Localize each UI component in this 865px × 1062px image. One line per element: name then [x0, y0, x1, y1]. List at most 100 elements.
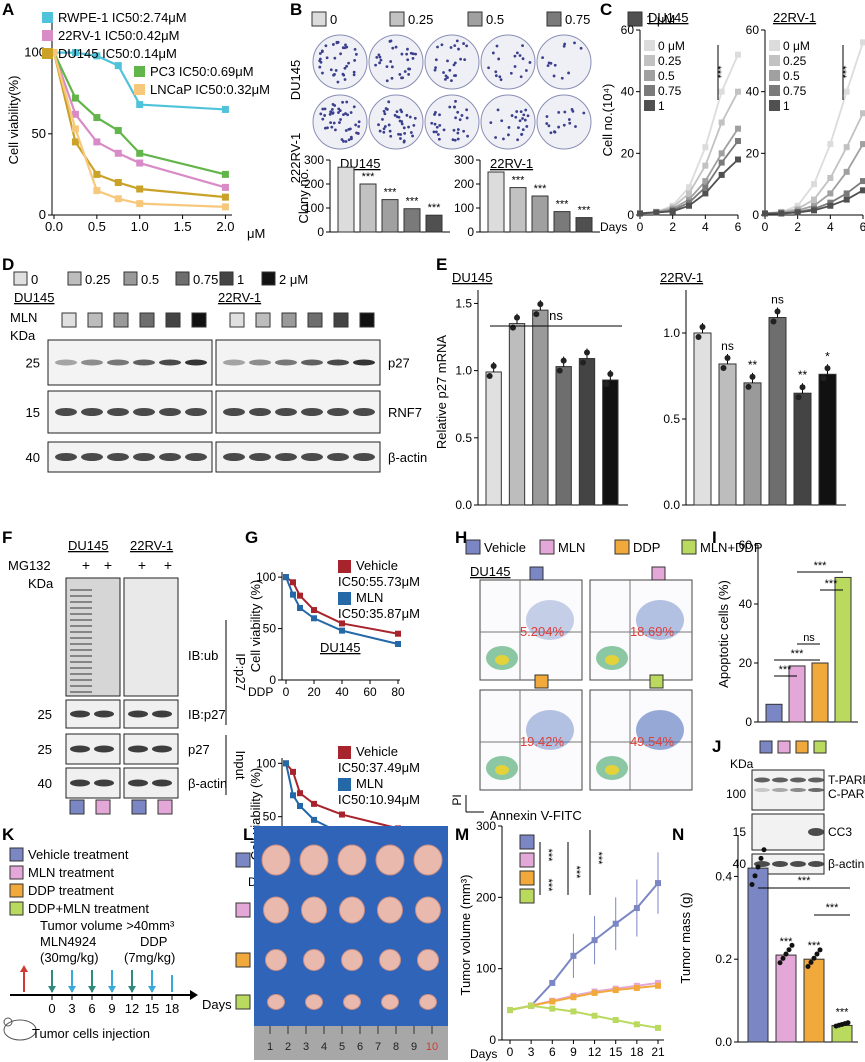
colony [495, 44, 499, 48]
panel-d-legend-label: 0.25 [85, 272, 110, 287]
panel-c-legend-label: 0.25 [658, 54, 682, 68]
panel-k-drug: DDP [140, 934, 167, 949]
panel-d-legend-swatch [261, 271, 276, 286]
colony [547, 61, 551, 65]
panel-g-ytick-label: 100 [256, 756, 276, 770]
colony [352, 73, 356, 77]
panel-j-lane-marker [795, 740, 809, 754]
panel-i-ylabel: Apoptotic cells (%) [716, 580, 731, 688]
colony [343, 66, 347, 70]
colony [553, 130, 557, 134]
panel-a-point [93, 187, 101, 195]
panel-a-xtick-label: 1.0 [131, 219, 149, 234]
panel-m-point [612, 920, 619, 927]
panel-d-lane-marker [113, 312, 129, 328]
panel-b-legend-label: 0.5 [486, 12, 504, 27]
panel-c-point [718, 119, 725, 126]
panel-l-group-marker [235, 952, 251, 968]
panel-n-dot [755, 864, 761, 870]
colony [525, 125, 529, 128]
colony [333, 73, 336, 76]
panel-c-point [702, 184, 709, 191]
panel-b-sig: *** [578, 205, 592, 217]
colony [325, 56, 329, 60]
panel-n-dot [814, 951, 820, 957]
panel-l-group-marker [235, 994, 251, 1010]
panel-m-xtick-label: 18 [630, 1045, 644, 1059]
panel-a-legend-swatch [42, 48, 53, 59]
panel-k-legend-label: Vehicle treatment [28, 847, 129, 862]
colony [557, 125, 561, 129]
panel-m-point [633, 905, 640, 912]
panel-b-22RV-1-ytick-label: 100 [454, 201, 474, 215]
panel-m-sig: *** [570, 866, 582, 880]
colony [342, 73, 346, 77]
panel-h-population-core [495, 655, 509, 665]
colony [411, 56, 415, 60]
panel-a-point [114, 195, 122, 203]
colony [321, 107, 325, 111]
panel-j-band [808, 861, 824, 867]
panel-d-band [133, 453, 155, 461]
panel-n-bar [803, 958, 825, 1043]
panel-d-lane-marker [229, 312, 245, 328]
panel-d-band [353, 408, 375, 416]
colony [442, 71, 445, 74]
panel-k-day: 3 [68, 1001, 75, 1016]
panel-l-ruler-label: 2 [285, 1041, 291, 1053]
panel-d-legend-swatch [219, 271, 234, 286]
panel-d-band [301, 453, 323, 461]
colony [500, 119, 504, 123]
colony [394, 45, 398, 49]
colony [502, 137, 505, 141]
colony [344, 43, 347, 47]
panel-d-band [107, 359, 129, 366]
colony [353, 59, 357, 62]
colony [563, 42, 567, 46]
panel-j-band [772, 788, 788, 792]
panel-a-point [221, 105, 229, 113]
panel-c-point [637, 210, 643, 217]
panel-c-legend-swatch [769, 40, 780, 51]
panel-k-dose-arrowhead [68, 986, 76, 993]
panel-f-marker: 25 [38, 707, 52, 722]
panel-i-sig: *** [814, 560, 828, 572]
panel-c-legend-label: 0.75 [658, 84, 682, 98]
colony [465, 108, 469, 112]
colony [385, 65, 389, 69]
panel-d-lane-marker [281, 312, 297, 328]
tumor [261, 844, 291, 876]
panel-e-ytick-label: 0.5 [663, 412, 680, 426]
colony [399, 133, 403, 136]
panel-m-xtick-label: 6 [549, 1045, 556, 1059]
panel-j-band [790, 861, 806, 867]
panel-c-legend-label: 1 [783, 99, 790, 113]
panel-h-xlabel: Annexin V-FITC [490, 808, 582, 823]
panel-c-legend-label: 0.75 [783, 84, 807, 98]
panel-d-cell-label: 22RV-1 [218, 290, 261, 305]
panel-a-legend-swatch [42, 30, 53, 41]
panel-h-apoptotic-population [636, 600, 684, 640]
panel-c-legend-swatch [644, 40, 655, 51]
colony [466, 134, 469, 138]
colony [573, 41, 576, 45]
panel-b-legend-label: 0.25 [408, 12, 433, 27]
colony [408, 67, 412, 71]
panel-j-label: β-actin [828, 857, 864, 871]
panel-n-dot [777, 960, 783, 966]
panel-c-sig: *** [711, 66, 723, 80]
tumor [381, 994, 399, 1010]
panel-a-legend-swatch [134, 84, 145, 95]
colony [453, 74, 456, 78]
panel-h-percent: 5.204% [520, 624, 565, 639]
colony [342, 139, 345, 143]
panel-f-plus: + [104, 557, 112, 573]
colony [377, 123, 380, 127]
panel-c-legend-label: 0.5 [783, 69, 800, 83]
colony [321, 71, 324, 75]
colony [430, 121, 434, 125]
panel-c-legend-swatch [644, 55, 655, 66]
panel-a-unit: μM [247, 226, 265, 241]
panel-b-sig: *** [512, 175, 526, 187]
tumor [419, 994, 437, 1010]
